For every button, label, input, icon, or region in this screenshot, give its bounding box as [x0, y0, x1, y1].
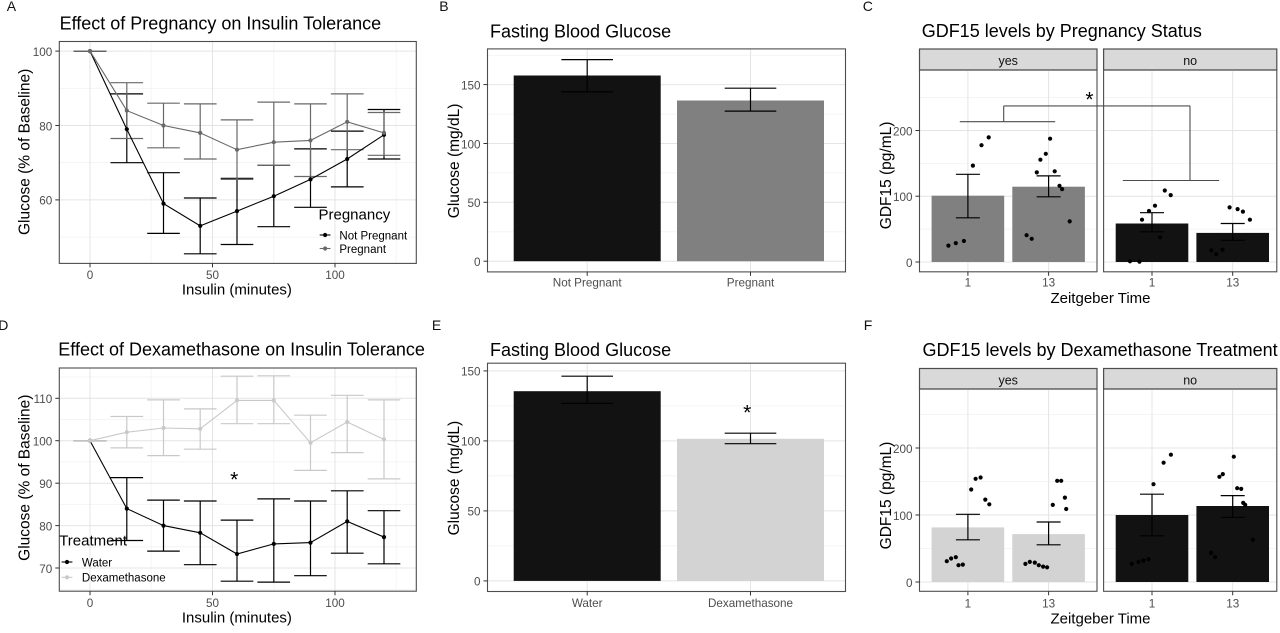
svg-text:no: no [1183, 54, 1197, 68]
svg-text:100: 100 [325, 269, 345, 282]
svg-text:90: 90 [39, 478, 53, 491]
svg-text:E: E [432, 317, 441, 333]
svg-text:80: 80 [39, 120, 53, 133]
svg-text:Effect of Pregnancy on Insulin: Effect of Pregnancy on Insulin Tolerance [60, 14, 382, 34]
svg-text:Glucose (mg/dL): Glucose (mg/dL) [446, 104, 463, 219]
svg-text:0: 0 [474, 256, 481, 269]
svg-text:GDF15 levels by Pregnancy Stat: GDF15 levels by Pregnancy Status [922, 21, 1202, 41]
svg-text:Not Pregnant: Not Pregnant [339, 231, 408, 243]
svg-text:Treatment: Treatment [59, 533, 128, 550]
svg-text:Glucose (% of Baseline): Glucose (% of Baseline) [17, 395, 34, 561]
svg-text:no: no [1183, 373, 1197, 387]
svg-text:1: 1 [1149, 276, 1156, 289]
svg-text:1: 1 [965, 597, 972, 610]
svg-text:Effect of Dexamethasone on Ins: Effect of Dexamethasone on Insulin Toler… [58, 339, 425, 359]
svg-text:yes: yes [998, 373, 1017, 387]
svg-text:Pregnant: Pregnant [339, 244, 386, 256]
svg-text:*: * [1085, 89, 1093, 112]
svg-text:GDF15 (pg/mL): GDF15 (pg/mL) [878, 442, 895, 550]
svg-text:Pregnancy: Pregnancy [319, 206, 391, 223]
svg-text:13: 13 [1042, 276, 1055, 289]
svg-text:Pregnant: Pregnant [727, 277, 775, 290]
svg-text:*: * [230, 469, 238, 492]
svg-text:Water: Water [82, 557, 112, 569]
svg-text:13: 13 [1226, 597, 1239, 610]
svg-text:100: 100 [325, 597, 345, 610]
svg-text:110: 110 [34, 393, 53, 406]
svg-text:100: 100 [33, 436, 53, 449]
svg-text:Zeitgeber Time: Zeitgeber Time [1050, 610, 1150, 627]
svg-text:*: * [743, 401, 751, 424]
svg-text:200: 200 [893, 443, 913, 456]
svg-text:80: 80 [39, 520, 53, 533]
svg-text:1: 1 [1149, 597, 1156, 610]
svg-text:0: 0 [906, 577, 913, 590]
svg-text:Fasting Blood Glucose: Fasting Blood Glucose [490, 21, 671, 41]
svg-text:200: 200 [893, 125, 913, 138]
svg-text:0: 0 [87, 597, 94, 610]
svg-text:Dexamethasone: Dexamethasone [82, 573, 166, 585]
svg-text:13: 13 [1226, 276, 1239, 289]
svg-text:0: 0 [906, 257, 913, 270]
svg-text:Insulin (minutes): Insulin (minutes) [182, 610, 292, 627]
svg-text:Insulin (minutes): Insulin (minutes) [182, 282, 292, 299]
svg-text:C: C [863, 0, 873, 14]
svg-text:100: 100 [893, 191, 913, 204]
svg-text:Fasting Blood Glucose: Fasting Blood Glucose [490, 340, 671, 360]
svg-text:Glucose (% of Baseline): Glucose (% of Baseline) [17, 69, 34, 235]
svg-text:0: 0 [474, 576, 481, 589]
svg-text:1: 1 [965, 276, 972, 289]
svg-text:Zeitgeber Time: Zeitgeber Time [1050, 290, 1150, 307]
svg-text:GDF15 (pg/mL): GDF15 (pg/mL) [878, 122, 895, 230]
svg-text:150: 150 [461, 79, 481, 92]
svg-text:100: 100 [33, 46, 53, 59]
svg-text:50: 50 [206, 269, 220, 282]
svg-text:GDF15 levels by Dexamethasone: GDF15 levels by Dexamethasone Treatment [923, 340, 1278, 360]
svg-text:100: 100 [461, 436, 481, 449]
svg-text:70: 70 [39, 563, 53, 576]
svg-text:B: B [439, 0, 448, 14]
svg-text:Glucose (mg/dL): Glucose (mg/dL) [446, 421, 463, 536]
svg-text:A: A [7, 0, 17, 14]
svg-text:150: 150 [461, 366, 481, 379]
svg-text:Dexamethasone: Dexamethasone [708, 597, 793, 610]
svg-text:Not Pregnant: Not Pregnant [553, 277, 623, 290]
svg-text:50: 50 [467, 506, 481, 519]
svg-text:0: 0 [87, 269, 94, 282]
svg-text:100: 100 [461, 138, 481, 151]
svg-text:100: 100 [893, 510, 913, 523]
svg-text:50: 50 [467, 197, 481, 210]
svg-text:13: 13 [1042, 597, 1055, 610]
svg-text:F: F [864, 317, 873, 333]
svg-text:yes: yes [998, 54, 1017, 68]
svg-text:60: 60 [39, 195, 53, 208]
svg-text:50: 50 [206, 597, 220, 610]
svg-text:D: D [0, 317, 8, 333]
svg-text:Water: Water [572, 597, 603, 610]
